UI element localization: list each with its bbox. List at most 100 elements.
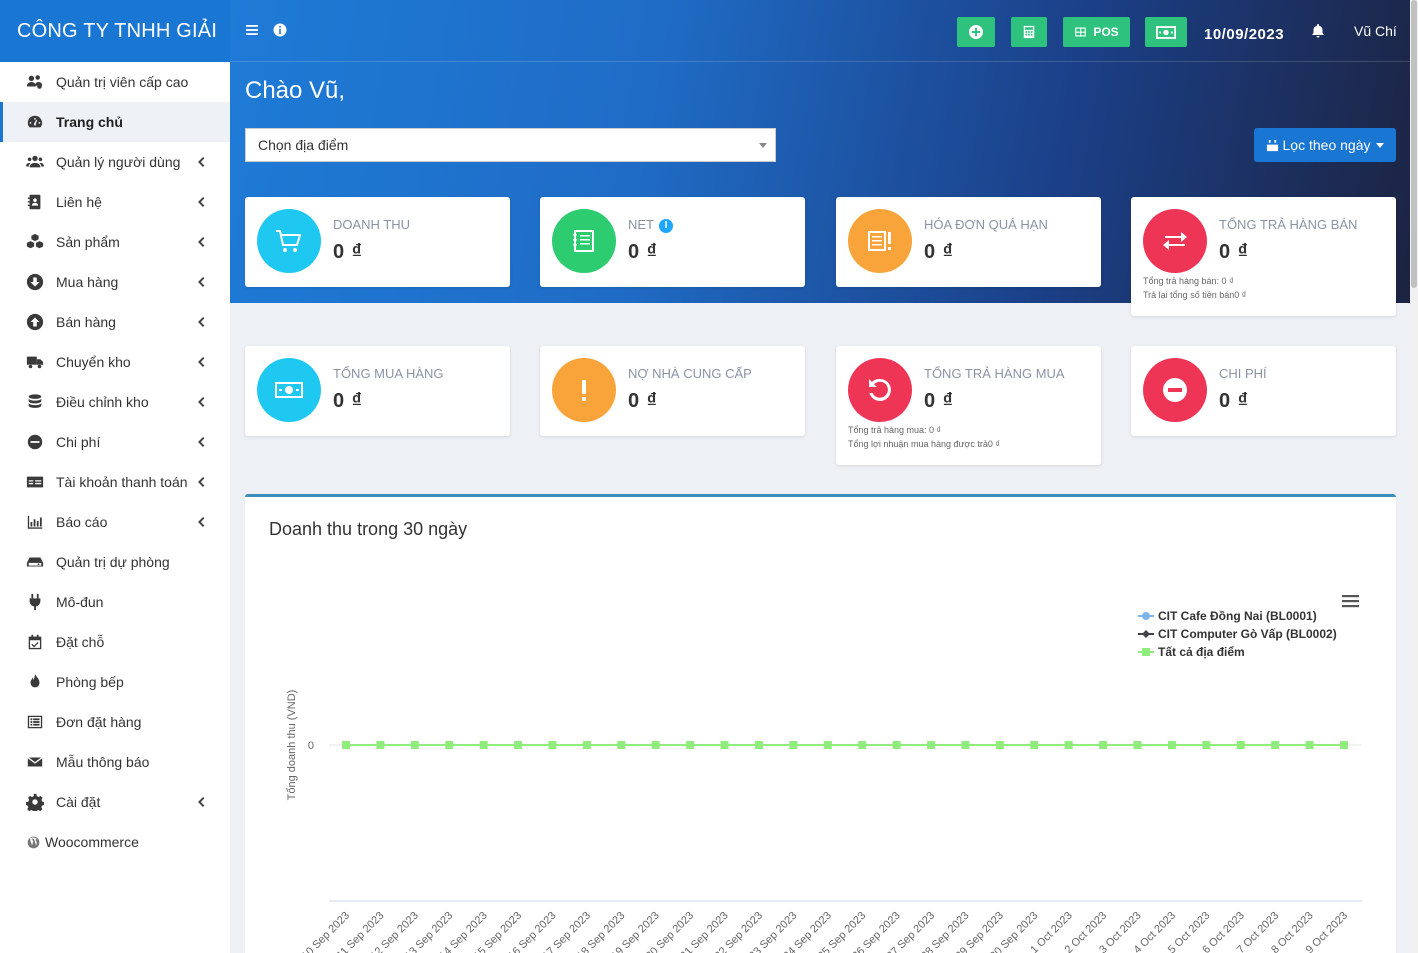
greeting-heading: Chào Vũ, — [245, 77, 346, 104]
legend-item[interactable]: Tất cả địa điểm — [1158, 645, 1245, 659]
calculator-icon — [1023, 25, 1035, 39]
plug-icon — [26, 593, 56, 611]
sidebar-item-notification-templates[interactable]: Mẫu thông báo — [0, 742, 230, 782]
exclamation-icon — [552, 358, 616, 422]
data-point — [479, 741, 488, 749]
data-point — [445, 741, 454, 749]
list-alt-icon — [26, 713, 56, 731]
data-point — [376, 741, 385, 749]
chevron-left-icon — [196, 395, 210, 409]
data-point — [720, 741, 729, 749]
pos-button[interactable]: POS — [1063, 17, 1130, 47]
supplier-due-card: NỢ NHÀ CUNG CẤP 0 ₫ — [540, 346, 805, 436]
sidebar-item-label: Quản trị dự phòng — [56, 554, 170, 570]
shopping-cart-icon — [257, 209, 321, 273]
card-label: TỔNG TRẢ HÀNG MUA — [924, 366, 1065, 381]
sidebar-item-label: Chi phí — [56, 434, 101, 450]
sidebar-item-products[interactable]: Sản phẩm — [0, 222, 230, 262]
card-value: 0 ₫ — [1219, 241, 1249, 263]
legend-item[interactable]: CIT Cafe Đồng Nai (BL0001) — [1158, 609, 1317, 623]
sidebar-item-orders[interactable]: Đơn đặt hàng — [0, 702, 230, 742]
page-scrollbar[interactable] — [1410, 0, 1418, 953]
plus-circle-icon — [969, 25, 983, 39]
ledger-icon — [552, 209, 616, 273]
sidebar-item-contacts[interactable]: Liên hệ — [0, 182, 230, 222]
sidebar-item-woocommerce[interactable]: Woocommerce — [0, 822, 230, 862]
data-point — [686, 741, 695, 749]
brand-title[interactable]: CÔNG TY TNHH GIẢI — [0, 0, 230, 62]
sidebar-item-home[interactable]: Trang chủ — [0, 102, 230, 142]
sidebar-item-sales[interactable]: Bán hàng — [0, 302, 230, 342]
sidebar-item-superadmin[interactable]: Quản trị viên cấp cao — [0, 62, 230, 102]
data-point — [927, 741, 936, 749]
purchase-return-card: TỔNG TRẢ HÀNG MUA 0 ₫ Tổng trả hàng mua:… — [836, 346, 1101, 465]
sidebar-item-stock-adjustment[interactable]: Điều chỉnh kho — [0, 382, 230, 422]
location-select[interactable]: Chọn địa điểm — [245, 128, 776, 162]
sidebar-item-label: Bán hàng — [56, 314, 116, 330]
card-value: 0 ₫ — [628, 241, 658, 263]
bell-icon[interactable] — [1310, 23, 1326, 39]
minus-circle-icon — [26, 433, 56, 451]
chevron-left-icon — [196, 275, 210, 289]
sidebar-item-expenses[interactable]: Chi phí — [0, 422, 230, 462]
data-point — [754, 741, 763, 749]
current-date: 10/09/2023 — [1204, 26, 1285, 43]
sidebar-item-purchases[interactable]: Mua hàng — [0, 262, 230, 302]
cash-register-button[interactable] — [1145, 17, 1187, 47]
location-select-value: Chọn địa điểm — [258, 137, 349, 153]
date-filter-button[interactable]: Lọc theo ngày — [1254, 128, 1396, 162]
card-value: 0 ₫ — [924, 390, 954, 412]
card-note: Tổng lợi nhuận mua hàng được trả0 ₫ — [848, 439, 1001, 449]
chevron-left-icon — [196, 195, 210, 209]
money-bill-icon — [257, 358, 321, 422]
card-note: Tổng trả hàng bán: 0 ₫ — [1143, 276, 1234, 286]
page-scrollbar-thumb[interactable] — [1411, 0, 1417, 288]
chart-menu-icon[interactable] — [1342, 595, 1359, 608]
chevron-left-icon — [196, 235, 210, 249]
dropdown-arrow-icon — [759, 143, 767, 148]
users-cog-icon — [26, 73, 56, 91]
truck-icon — [26, 353, 56, 371]
card-value: 0 ₫ — [333, 241, 363, 263]
sidebar-item-kitchen[interactable]: Phòng bếp — [0, 662, 230, 702]
info-icon[interactable]: i — [659, 218, 673, 233]
card-label: CHI PHÍ — [1219, 366, 1267, 381]
data-point — [1167, 741, 1176, 749]
chevron-left-icon — [196, 515, 210, 529]
user-menu[interactable]: Vũ Chí — [1354, 23, 1397, 39]
sidebar-item-label: Quản lý người dùng — [56, 154, 181, 170]
card-label: NET i — [628, 217, 673, 233]
sidebar-item-reports[interactable]: Báo cáo — [0, 502, 230, 542]
sidebar-item-bookings[interactable]: Đặt chỗ — [0, 622, 230, 662]
y-tick-label: 0 — [308, 740, 314, 752]
overdue-invoice-icon — [848, 209, 912, 273]
sidebar-item-payment-accounts[interactable]: Tài khoản thanh toán — [0, 462, 230, 502]
data-point — [548, 741, 557, 749]
legend-item[interactable]: CIT Computer Gò Vấp (BL0002) — [1158, 627, 1337, 641]
revenue-card: DOANH THU 0 ₫ — [245, 197, 510, 287]
data-point — [514, 741, 523, 749]
sidebar-item-users[interactable]: Quản lý người dùng — [0, 142, 230, 182]
info-circle-icon[interactable] — [272, 22, 288, 38]
hdd-icon — [26, 553, 56, 571]
revenue-line-chart: CIT Cafe Đồng Nai (BL0001) CIT Computer G… — [286, 595, 1362, 953]
sidebar-item-modules[interactable]: Mô-đun — [0, 582, 230, 622]
card-value: 0 ₫ — [924, 241, 954, 263]
chevron-left-icon — [196, 355, 210, 369]
chevron-left-icon — [196, 475, 210, 489]
calendar-check-icon — [26, 633, 56, 651]
add-button[interactable] — [957, 17, 995, 47]
sidebar-item-label: Phòng bếp — [56, 674, 124, 690]
calculator-button[interactable] — [1011, 17, 1047, 47]
data-point — [1305, 741, 1314, 749]
sidebar-item-settings[interactable]: Cài đặt — [0, 782, 230, 822]
sidebar-item-stock-transfer[interactable]: Chuyển kho — [0, 342, 230, 382]
chevron-left-icon — [196, 155, 210, 169]
date-filter-label: Lọc theo ngày — [1282, 137, 1371, 153]
data-point — [1202, 741, 1211, 749]
hamburger-menu-icon[interactable] — [244, 22, 260, 38]
chevron-left-icon — [196, 315, 210, 329]
data-point — [789, 741, 798, 749]
sidebar-item-label: Liên hệ — [56, 194, 102, 210]
sidebar-item-backup[interactable]: Quản trị dự phòng — [0, 542, 230, 582]
